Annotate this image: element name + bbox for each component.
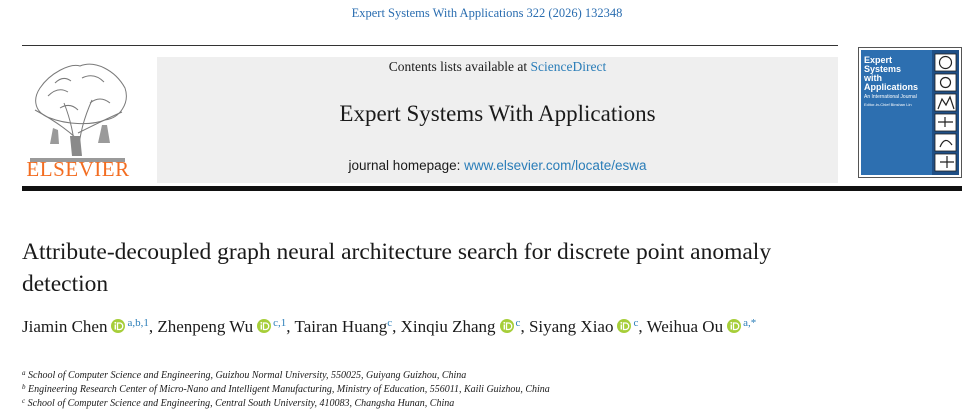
orcid-icon[interactable]	[111, 319, 126, 333]
citation: Expert Systems With Applications 322 (20…	[351, 6, 623, 20]
orcid-icon[interactable]	[499, 319, 514, 333]
author-name[interactable]: Xinqiu Zhang	[400, 317, 496, 336]
rule	[22, 45, 838, 46]
separator: ,	[148, 317, 154, 336]
separator: ,	[286, 317, 291, 336]
cover-text: Expert Systems with Applications An Internat…	[864, 55, 932, 108]
author-affiliation-marks[interactable]: a,b,1	[127, 317, 149, 329]
rule	[22, 186, 962, 191]
author-name[interactable]: Weihua Ou	[646, 317, 724, 336]
separator: ,	[638, 317, 643, 336]
homepage-line: journal homepage: www.elsevier.com/locat…	[157, 158, 838, 173]
cover-title-line: with	[864, 73, 882, 83]
cover-subtitle: An International Journal	[864, 94, 917, 100]
cover-editor: Editor-in-Chief Binshan Lin	[864, 102, 912, 107]
contents-line: Contents lists available at ScienceDirec…	[157, 59, 838, 75]
affiliation: b Engineering Research Center of Micro-N…	[22, 383, 922, 397]
author-name[interactable]: Siyang Xiao	[528, 317, 614, 336]
separator: ,	[392, 317, 397, 336]
orcid-icon[interactable]	[727, 319, 742, 333]
journal-banner: Contents lists available at ScienceDirec…	[157, 57, 838, 183]
author-affiliation-marks[interactable]: c	[633, 317, 639, 329]
affiliation-text: School of Computer Science and Engineeri…	[27, 398, 455, 409]
affiliation-list: a School of Computer Science and Enginee…	[22, 369, 922, 411]
affiliation-label: b	[22, 383, 26, 391]
affiliation: a School of Computer Science and Enginee…	[22, 369, 922, 383]
author-name[interactable]: Tairan Huang	[294, 317, 388, 336]
author-list: Jiamin Chen a,b,1, Zhenpeng Wu c,1, Tairan…	[22, 313, 842, 340]
orcid-icon[interactable]	[257, 319, 272, 333]
cover-title-line: Applications	[864, 82, 919, 92]
contents-prefix: Contents lists available at	[388, 59, 528, 74]
homepage-prefix: journal homepage:	[348, 158, 461, 173]
journal-title: Expert Systems With Applications	[339, 101, 656, 126]
homepage-link[interactable]: www.elsevier.com/locate/eswa	[464, 158, 647, 173]
author-affiliation-marks[interactable]: c	[387, 317, 393, 329]
publisher-logo	[30, 63, 127, 162]
affiliation-label: a	[22, 369, 26, 377]
cover-title-line: Systems	[864, 64, 902, 74]
publisher: ELSEVIER	[26, 157, 130, 181]
author-affiliation-marks[interactable]: c,1	[273, 317, 287, 329]
author-affiliation-marks[interactable]: a,*	[743, 317, 757, 329]
author-name[interactable]: Jiamin Chen	[22, 317, 108, 336]
affiliation-text: Engineering Research Center of Micro-Nan…	[28, 384, 550, 395]
affiliation: c School of Computer Science and Enginee…	[22, 397, 922, 411]
cover-title-line: Expert	[864, 55, 893, 65]
orcid-icon[interactable]	[617, 319, 632, 333]
separator: ,	[520, 317, 525, 336]
author-affiliation-marks[interactable]: c	[515, 317, 521, 329]
affiliation-label: c	[22, 397, 26, 405]
affiliation-text: School of Computer Science and Engineeri…	[28, 370, 467, 381]
sciencedirect-link[interactable]: ScienceDirect	[530, 59, 607, 74]
author-name[interactable]: Zhenpeng Wu	[157, 317, 254, 336]
article-title: Attribute-decoupled graph neural archite…	[22, 239, 772, 297]
journal-cover[interactable]	[858, 47, 962, 178]
